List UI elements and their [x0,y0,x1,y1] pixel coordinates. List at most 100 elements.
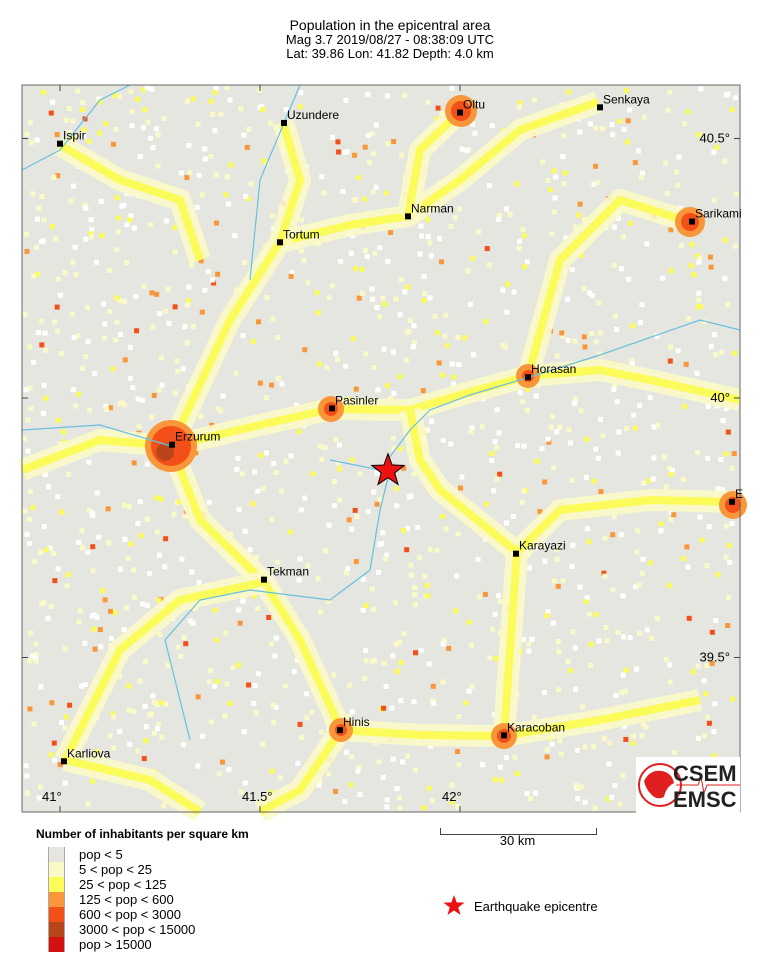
population-cell [380,295,386,301]
population-cell [279,381,285,387]
population-cell [337,466,343,472]
population-cell [356,295,362,301]
population-cell [127,217,133,223]
population-cell [421,290,427,296]
population-cell [521,264,527,270]
population-cell [639,733,645,739]
population-cell [50,99,56,105]
population-cell [533,393,539,399]
population-cell [732,95,738,101]
population-cell [695,304,701,310]
population-cell [122,357,128,363]
population-cell [135,396,141,402]
population-cell [505,281,511,287]
population-cell [332,503,338,509]
population-cell [184,98,190,104]
population-cell [420,388,426,394]
population-cell [480,762,486,768]
population-cell [637,319,643,325]
population-cell [623,667,629,673]
population-cell [112,92,118,98]
population-cell [266,614,272,620]
population-cell [615,629,621,635]
population-cell [348,250,354,256]
population-cell [397,795,403,801]
population-cell [440,437,446,443]
population-cell [149,414,155,420]
population-cell [680,476,686,482]
population-cell [27,658,33,664]
population-cell [425,99,431,105]
population-cell [671,749,677,755]
population-cell [251,593,257,599]
population-cell [363,247,369,253]
population-cell [510,513,516,519]
population-cell [210,277,216,283]
population-cell [305,280,311,286]
population-cell [456,206,462,212]
population-cell [218,408,224,414]
population-cell [255,488,261,494]
population-cell [376,541,382,547]
population-cell [47,545,53,551]
population-cell [111,714,117,720]
population-cell [246,126,252,132]
population-cell [22,436,28,442]
population-cell [455,334,461,340]
population-cell [726,542,732,548]
population-cell [412,602,418,608]
population-cell [588,662,594,668]
population-cell [361,196,367,202]
population-cell [353,197,359,203]
population-cell [555,583,561,589]
road-population-band [167,98,600,448]
population-cell [507,211,513,217]
population-cell [398,277,404,283]
population-cell [301,257,307,263]
population-cell [376,569,382,575]
population-cell [360,576,366,582]
population-cell [586,611,592,617]
population-cell [335,139,341,145]
population-cell [686,615,692,621]
population-cell [565,338,571,344]
population-cell [715,485,721,491]
population-cell [371,365,377,371]
population-cell [451,374,457,380]
population-cell [557,738,563,744]
population-cell [85,801,91,807]
population-cell [549,741,555,747]
legend-swatch [48,877,65,892]
population-cell [309,709,315,715]
legend-label: 5 < pop < 25 [79,862,153,877]
population-cell [223,192,229,198]
population-cell [593,163,599,169]
population-cell [40,410,46,416]
population-cell [344,149,350,155]
population-cell [49,223,55,229]
population-cell [376,314,382,320]
population-cell [427,547,433,553]
legend-swatch [48,937,65,952]
population-cell [208,719,214,725]
population-cell [42,330,48,336]
population-cell [51,740,57,746]
population-cell [660,275,666,281]
population-cell [122,402,128,408]
population-cell [544,613,550,619]
population-cell [224,85,230,91]
population-cell [250,501,256,507]
population-cell [52,578,58,584]
population-cell [213,172,219,178]
city-marker [513,550,519,557]
population-cell [631,412,637,418]
population-cell [621,127,627,133]
population-cell [94,614,100,620]
population-cell [195,121,201,127]
population-cell [462,335,468,341]
population-cell [640,556,646,562]
population-cell [636,582,642,588]
population-cell [397,639,403,645]
population-cell [260,486,266,492]
population-cell [316,782,322,788]
